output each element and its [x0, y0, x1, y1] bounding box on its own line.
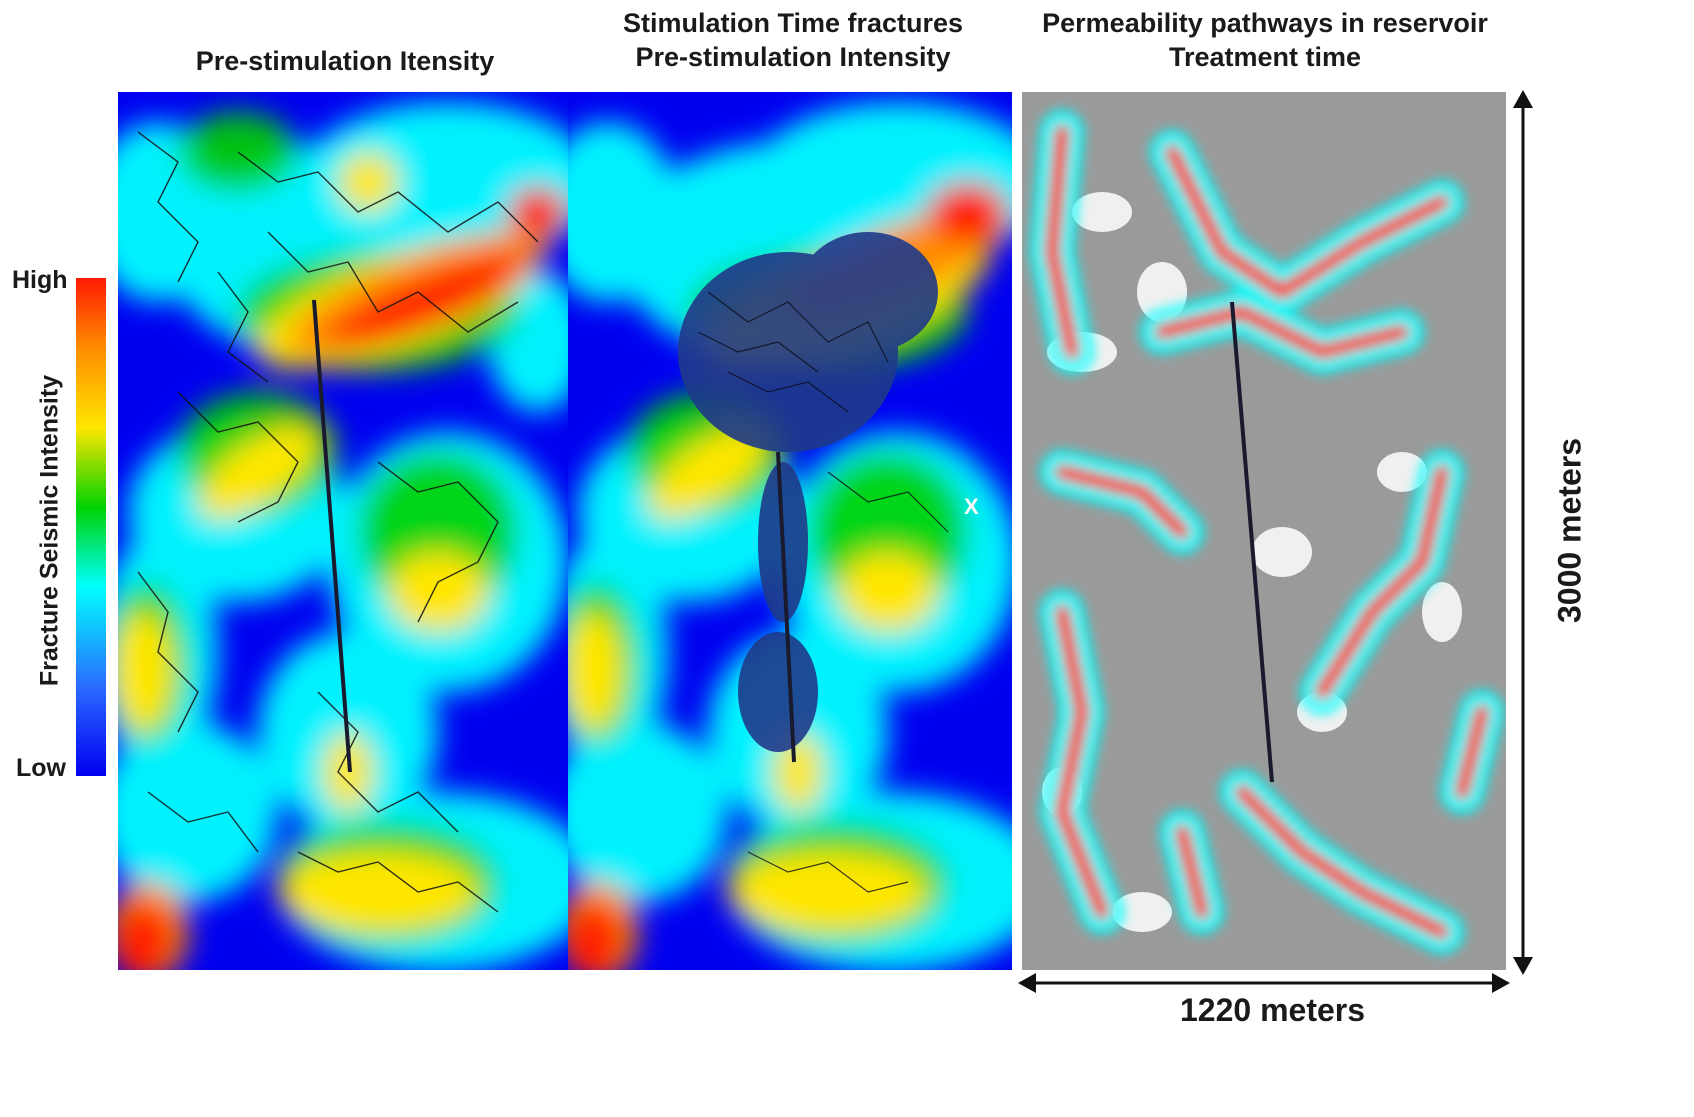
- colorbar: [76, 278, 106, 776]
- wellbore-3: [1230, 301, 1274, 783]
- height-dimension-label: 3000 meters: [1551, 437, 1588, 624]
- panel-2-title-line-1: Stimulation Time fractures: [622, 8, 964, 38]
- panel-2-title: Stimulation Time fractures Pre-stimulati…: [568, 6, 1018, 74]
- panel-3-title: Permeability pathways in reservoir Treat…: [1020, 6, 1510, 74]
- stimulation-time-fractures-map: X: [568, 92, 1012, 970]
- marker-x: X: [964, 494, 979, 519]
- width-dimension-arrow: [1018, 973, 1510, 993]
- panel-1-title: Pre-stimulation Itensity: [120, 44, 570, 78]
- panel-3-title-line-1: Permeability pathways in reservoir: [1042, 8, 1488, 38]
- wellbore-1: [312, 299, 352, 773]
- width-dimension-label: 1220 meters: [1180, 992, 1366, 1028]
- intensity-map-svg-2: [568, 92, 1012, 970]
- permeability-map-svg: [1022, 92, 1506, 970]
- panel-2-title-line-2: Pre-stimulation Intensity: [635, 42, 951, 72]
- pre-stimulation-intensity-map: [118, 92, 568, 970]
- height-dimension-arrow: [1513, 90, 1533, 975]
- colorbar-high-label: High: [12, 266, 68, 294]
- intensity-map-svg-1: [118, 92, 568, 970]
- colorbar-title: Fracture Seismic Intensity: [35, 374, 64, 687]
- permeability-pathways-map: [1022, 92, 1506, 970]
- panel-1-title-line-1: Pre-stimulation Itensity: [195, 46, 495, 76]
- wellbore-2: [776, 451, 796, 763]
- panel-3-title-line-2: Treatment time: [1168, 42, 1362, 72]
- colorbar-low-label: Low: [16, 754, 66, 782]
